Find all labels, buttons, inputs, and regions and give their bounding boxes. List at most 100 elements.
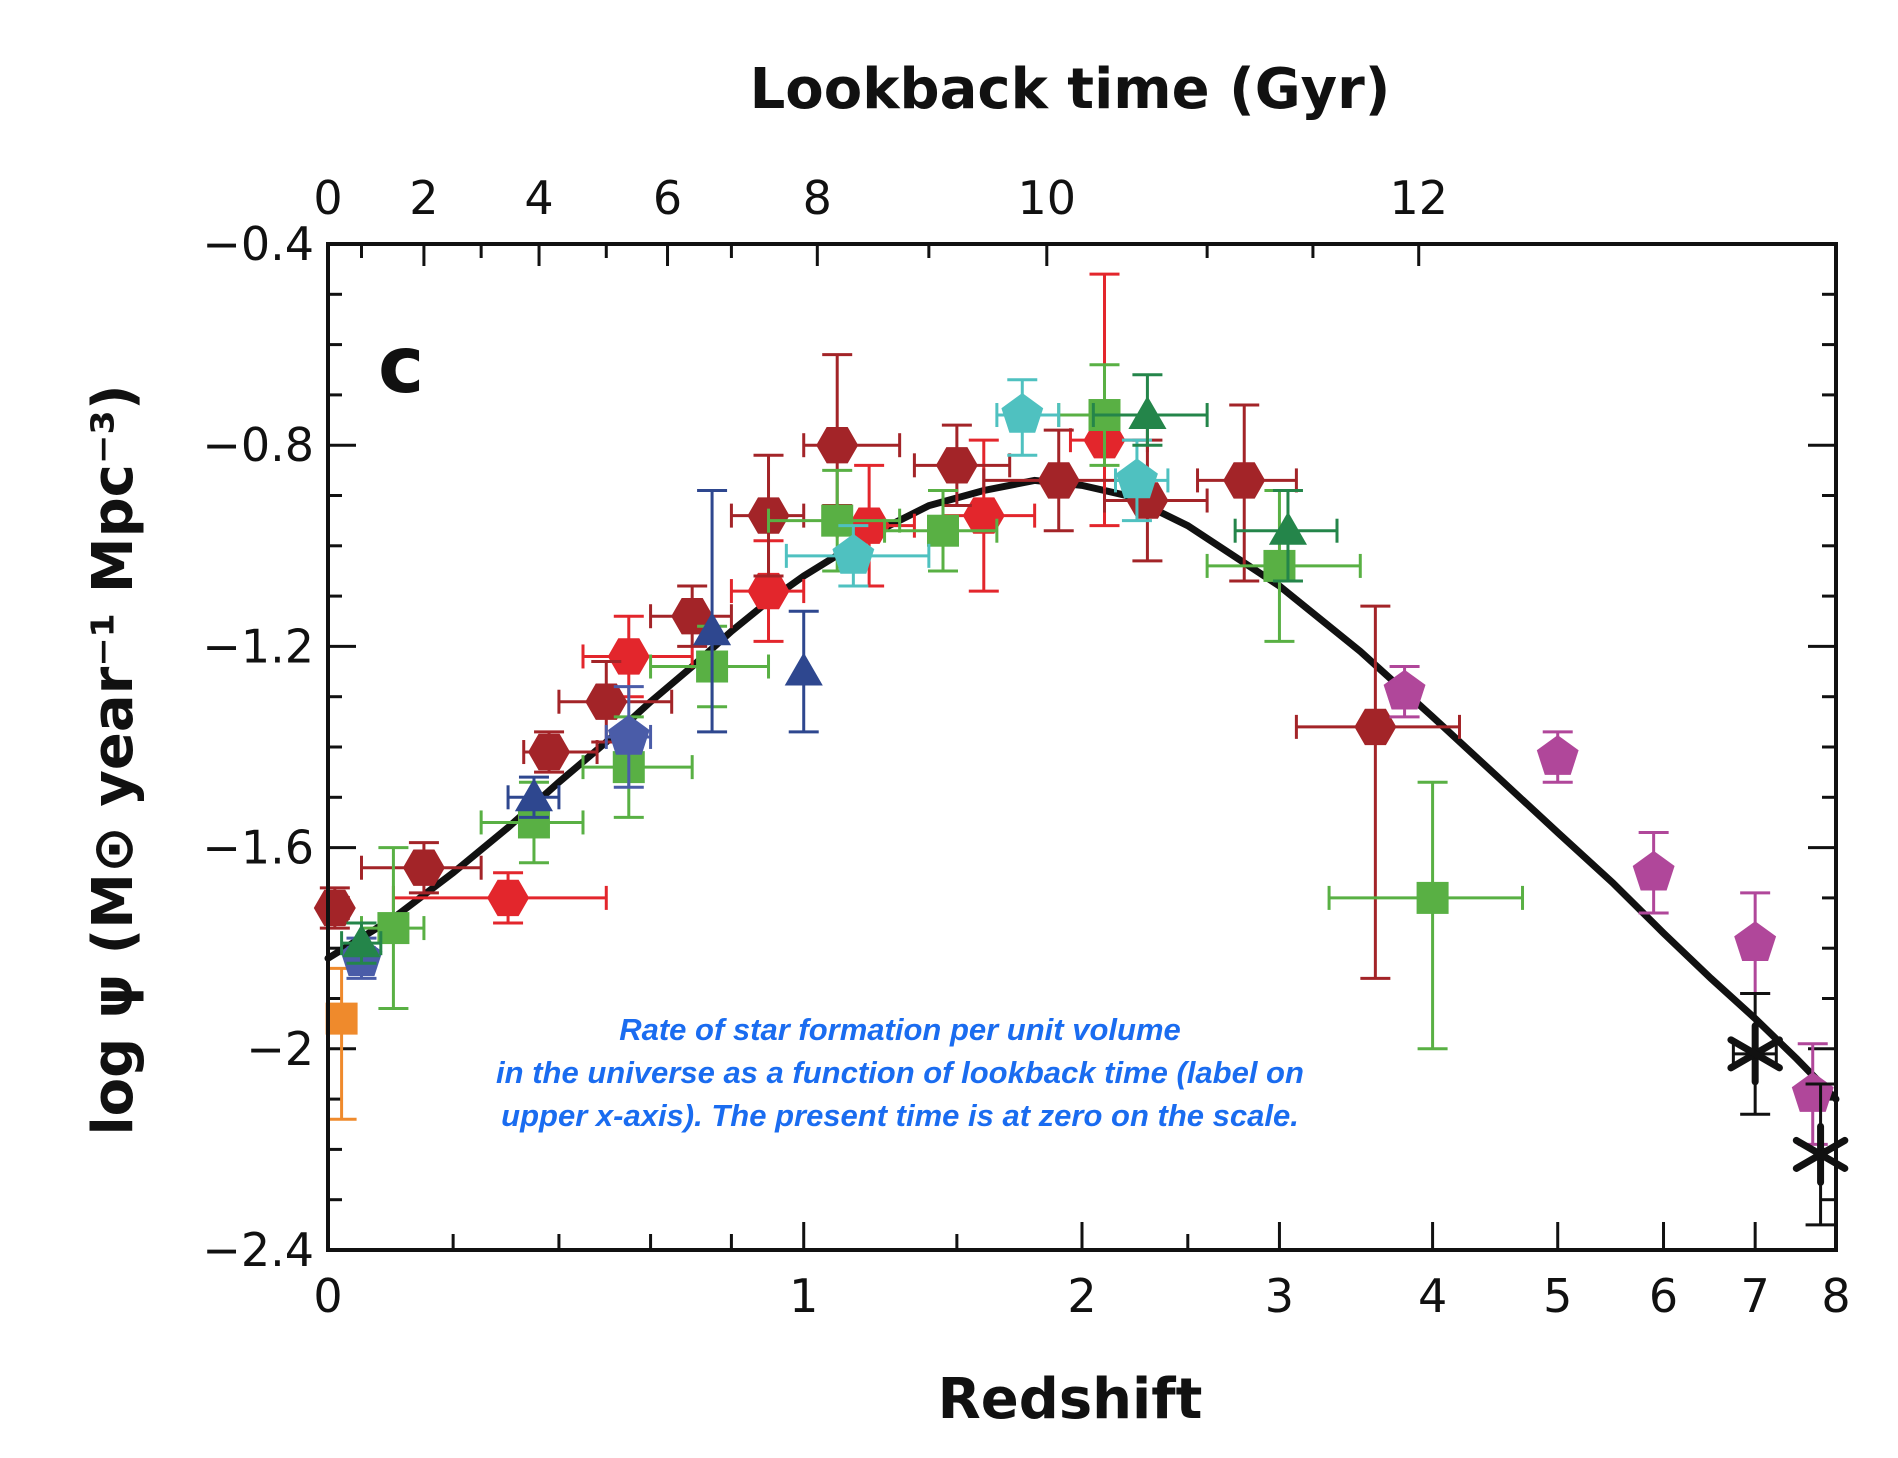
- data-points-layer: [313, 272, 1849, 1227]
- pentagon-marker: [1536, 735, 1579, 775]
- pentagon-marker: [1791, 1072, 1834, 1112]
- data-point: [1632, 831, 1675, 915]
- annotation-text: Rate of star formation per unit volume i…: [496, 1012, 1304, 1133]
- top-tick-label: 6: [653, 171, 682, 225]
- square-marker: [1416, 881, 1449, 914]
- data-point: [1205, 488, 1362, 643]
- y-tick-label: −1.2: [202, 619, 314, 673]
- x-tick-label: 8: [1821, 1269, 1850, 1323]
- pentagon-marker: [607, 714, 650, 755]
- data-point: [784, 609, 823, 734]
- hexagon-marker: [1037, 462, 1080, 499]
- data-point: [1383, 665, 1426, 719]
- tick-labels: 0 1 2 3 4 5 6 7 80 2 4 6 8 10 12−0.4−0.8−1.2−1.6−2−2.4: [202, 171, 1850, 1323]
- hexagon-marker: [313, 889, 356, 927]
- x-tick-label: 6: [1649, 1269, 1678, 1323]
- top-axis-title: Lookback time (Gyr): [750, 57, 1391, 122]
- data-point: [784, 524, 931, 588]
- data-point: [995, 378, 1061, 457]
- pentagon-marker: [1632, 850, 1675, 891]
- x-tick-label: 7: [1741, 1269, 1770, 1323]
- square-marker: [821, 504, 854, 537]
- data-point: [340, 921, 383, 965]
- data-point: [522, 730, 599, 774]
- data-point: [982, 428, 1149, 533]
- annotation-line: in the universe as a function of lookbac…: [496, 1055, 1304, 1090]
- hexagon-marker: [747, 572, 790, 610]
- x-tick-label: 3: [1265, 1269, 1294, 1323]
- x-tick-label: 5: [1543, 1269, 1572, 1323]
- hexagon-marker: [487, 879, 530, 917]
- data-point: [802, 353, 902, 508]
- triangle-marker: [342, 924, 381, 958]
- data-point: [1536, 730, 1579, 784]
- x-tick-label: 1: [789, 1269, 818, 1323]
- data-point: [1734, 891, 1777, 995]
- pentagon-marker: [1001, 393, 1044, 433]
- triangle-marker: [1128, 396, 1167, 429]
- pentagon-marker: [832, 533, 875, 574]
- data-point: [1294, 604, 1462, 980]
- data-point: [912, 423, 1012, 508]
- pentagon-marker: [1383, 669, 1426, 710]
- annotation-line: upper x-axis). The present time is at ze…: [501, 1098, 1299, 1133]
- x-axis-title: Redshift: [938, 1367, 1203, 1432]
- triangle-marker: [514, 778, 553, 812]
- y-axis-title: log ψ (M⊙ year⁻¹ Mpc⁻³): [81, 384, 146, 1135]
- triangle-marker: [784, 652, 823, 686]
- data-point: [581, 614, 694, 699]
- top-tick-label: 2: [409, 171, 438, 225]
- x-tick-label: 2: [1067, 1269, 1096, 1323]
- data-point: [1233, 488, 1339, 583]
- data-point: [604, 685, 653, 789]
- square-marker: [325, 1002, 358, 1035]
- x-tick-label: 0: [313, 1269, 342, 1323]
- data-point: [325, 966, 358, 1121]
- y-tick-label: −2.4: [202, 1223, 314, 1277]
- square-marker: [1263, 549, 1296, 582]
- hexagon-marker: [528, 733, 571, 771]
- data-point: [883, 488, 999, 573]
- data-point: [1327, 780, 1525, 1051]
- data-point: [1091, 373, 1209, 447]
- y-tick-label: −0.4: [202, 217, 314, 271]
- y-tick-label: −2: [246, 1022, 314, 1076]
- data-point: [693, 488, 732, 734]
- top-tick-label: 10: [1018, 171, 1077, 225]
- fit-curve-layer: [324, 476, 1840, 1103]
- hexagon-marker: [585, 683, 628, 720]
- top-tick-label: 12: [1389, 171, 1448, 225]
- star-marker-stroke: [1727, 1036, 1783, 1072]
- data-point: [359, 841, 483, 895]
- top-tick-label: 0: [313, 171, 342, 225]
- data-point: [359, 846, 426, 1011]
- y-tick-label: −1.6: [202, 821, 314, 875]
- panel-label: c: [378, 321, 424, 411]
- annotation-line: Rate of star formation per unit volume: [619, 1012, 1181, 1047]
- data-point: [391, 871, 608, 925]
- fit-curve: [324, 476, 1840, 1103]
- hexagon-marker: [816, 427, 859, 464]
- x-tick-label: 4: [1418, 1269, 1447, 1323]
- data-point: [1196, 403, 1298, 583]
- hexagon-marker: [1223, 462, 1266, 499]
- triangle-marker: [693, 612, 732, 646]
- pentagon-marker: [1734, 921, 1777, 961]
- data-point: [506, 775, 561, 819]
- data-point: [313, 886, 356, 930]
- plot-frame: [326, 242, 1838, 1252]
- hexagon-marker: [607, 638, 650, 675]
- hexagon-marker: [402, 849, 445, 886]
- pentagon-marker: [1116, 458, 1158, 499]
- square-marker: [377, 912, 410, 945]
- top-tick-label: 8: [803, 171, 832, 225]
- triangle-marker: [1268, 511, 1307, 545]
- hexagon-marker: [962, 497, 1005, 534]
- top-tick-label: 4: [524, 171, 553, 225]
- data-point: [1103, 438, 1209, 563]
- y-tick-label: −0.8: [202, 418, 314, 472]
- hexagon-marker: [1354, 708, 1397, 746]
- data-point: [1113, 438, 1170, 523]
- square-marker: [927, 514, 960, 547]
